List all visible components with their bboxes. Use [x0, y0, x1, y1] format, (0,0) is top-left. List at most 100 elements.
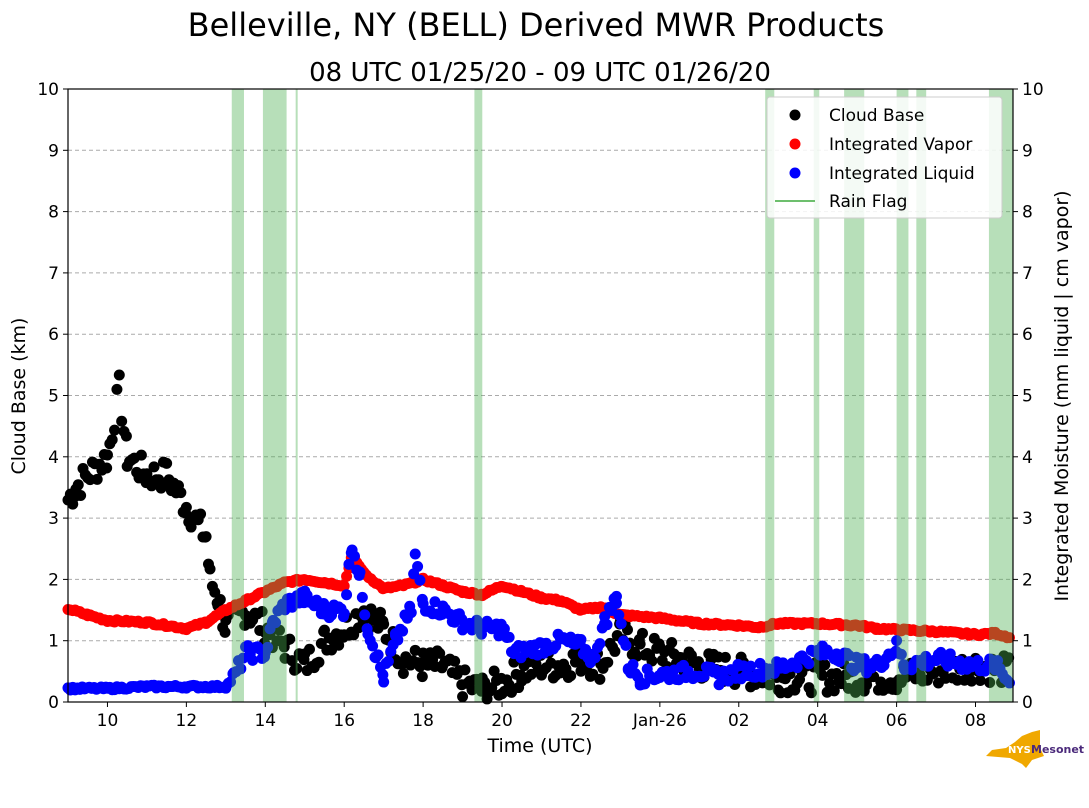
- liquid-point: [891, 635, 903, 647]
- x-tick-label: 04: [807, 711, 829, 731]
- y-tick-label: 0: [48, 693, 59, 713]
- cloud-base-point: [816, 669, 828, 681]
- cloud-base-point: [148, 461, 160, 473]
- y-tick-label: 5: [48, 387, 59, 407]
- x-tick-label: 06: [886, 711, 908, 731]
- y-tick-label-right: 1: [1022, 632, 1033, 652]
- liquid-point: [601, 619, 613, 631]
- liquid-point: [610, 597, 622, 609]
- y-tick-label: 6: [48, 325, 59, 345]
- liquid-point: [589, 652, 601, 664]
- liquid-point: [498, 623, 510, 635]
- cloud-base-point: [284, 633, 296, 645]
- logo-nys-text: NYS: [1008, 745, 1031, 756]
- legend-label-vapor: Integrated Vapor: [829, 135, 972, 155]
- x-tick-label: 14: [254, 711, 276, 731]
- cloud-base-point: [256, 606, 268, 618]
- y-tick-label-right: 7: [1022, 264, 1033, 284]
- liquid-point: [409, 548, 421, 560]
- liquid-point: [575, 634, 587, 646]
- cloud-base-point: [113, 369, 125, 381]
- rain-flag-band: [474, 89, 483, 702]
- grid-lines: [68, 149, 1013, 642]
- chart-title: Belleville, NY (BELL) Derived MWR Produc…: [188, 6, 885, 44]
- vapor-point: [338, 580, 350, 592]
- y-tick-label: 4: [48, 448, 59, 468]
- cloud-base-point: [204, 563, 216, 575]
- cloud-base-point: [602, 656, 614, 668]
- cloud-base-point: [161, 457, 173, 469]
- cloud-base-point: [313, 656, 325, 668]
- data-marks: [62, 369, 1015, 705]
- rain-flag-band: [295, 89, 298, 702]
- cloud-base-point: [457, 691, 469, 703]
- liquid-point: [378, 676, 390, 688]
- cloud-base-point: [459, 664, 471, 676]
- x-tick-label: 20: [491, 711, 513, 731]
- cloud-base-point: [219, 626, 231, 638]
- legend-label-liquid: Integrated Liquid: [829, 164, 975, 184]
- cloud-base-point: [764, 679, 776, 691]
- cloud-base-point: [111, 383, 123, 395]
- new-york-state-shape: [986, 730, 1044, 768]
- y-tick-label: 3: [48, 509, 59, 529]
- nys-mesonet-logo: NYS Mesonet: [986, 730, 1084, 768]
- cloud-base-point: [116, 415, 128, 427]
- y-tick-label: 8: [48, 203, 59, 223]
- cloud-base-point: [195, 508, 207, 520]
- cloud-base-point: [609, 645, 621, 657]
- liquid-point: [341, 589, 353, 601]
- x-tick-label: 22: [570, 711, 592, 731]
- cloud-base-point: [180, 501, 192, 513]
- liquid-point: [412, 561, 424, 573]
- cloud-base-point: [1003, 652, 1015, 664]
- y-tick-label-right: 4: [1022, 448, 1033, 468]
- cloud-base-point: [214, 594, 226, 606]
- cloud-base-point: [303, 643, 315, 655]
- cloud-base-point: [375, 606, 387, 618]
- liquid-point: [972, 655, 984, 667]
- y-axis-label: Cloud Base (km): [8, 318, 30, 475]
- x-tick-label: Jan-26: [632, 711, 687, 731]
- liquid-point: [338, 608, 350, 620]
- y-tick-label: 9: [48, 141, 59, 161]
- y-tick-label: 10: [37, 80, 59, 100]
- liquid-point: [392, 634, 404, 646]
- liquid-point: [858, 653, 870, 665]
- cloud-base-point: [666, 636, 678, 648]
- cloud-base-point: [565, 670, 577, 682]
- cloud-base-point: [200, 531, 212, 543]
- y-tick-label: 1: [48, 632, 59, 652]
- rain-flag-band: [262, 89, 287, 702]
- x-tick-label: 08: [965, 711, 987, 731]
- liquid-point: [235, 663, 247, 675]
- cloud-base-point: [91, 473, 103, 485]
- legend: Cloud Base Integrated Vapor Integrated L…: [766, 96, 1003, 219]
- liquid-point: [382, 655, 394, 667]
- liquid-point: [698, 670, 710, 682]
- cloud-base-point: [719, 651, 731, 663]
- cloud-base-point: [488, 665, 500, 677]
- x-tick-label: 10: [97, 711, 119, 731]
- cloud-base-point: [175, 487, 187, 499]
- x-axis-label: Time (UTC): [486, 735, 592, 757]
- cloud-base-point: [634, 638, 646, 650]
- legend-marker-cloud-base: [789, 109, 801, 121]
- y-tick-label-right: 2: [1022, 570, 1033, 590]
- liquid-point: [262, 641, 274, 653]
- y-tick-label-right: 3: [1022, 509, 1033, 529]
- logo-mesonet-text: Mesonet: [1031, 743, 1084, 756]
- rain-flag-band: [231, 89, 244, 702]
- liquid-point: [791, 662, 803, 674]
- cloud-base-point: [434, 647, 446, 659]
- cloud-base-point: [646, 655, 658, 667]
- rain-flag-band: [765, 89, 775, 702]
- cloud-base-point: [984, 676, 996, 688]
- cloud-base-point: [966, 675, 978, 687]
- liquid-point: [745, 660, 757, 672]
- liquid-point: [372, 649, 384, 661]
- y-axis-right-label: Integrated Moisture (mm liquid | cm vapo…: [1051, 190, 1073, 601]
- cloud-base-point: [819, 659, 831, 671]
- cloud-base-point: [449, 655, 461, 667]
- liquid-point: [620, 639, 632, 651]
